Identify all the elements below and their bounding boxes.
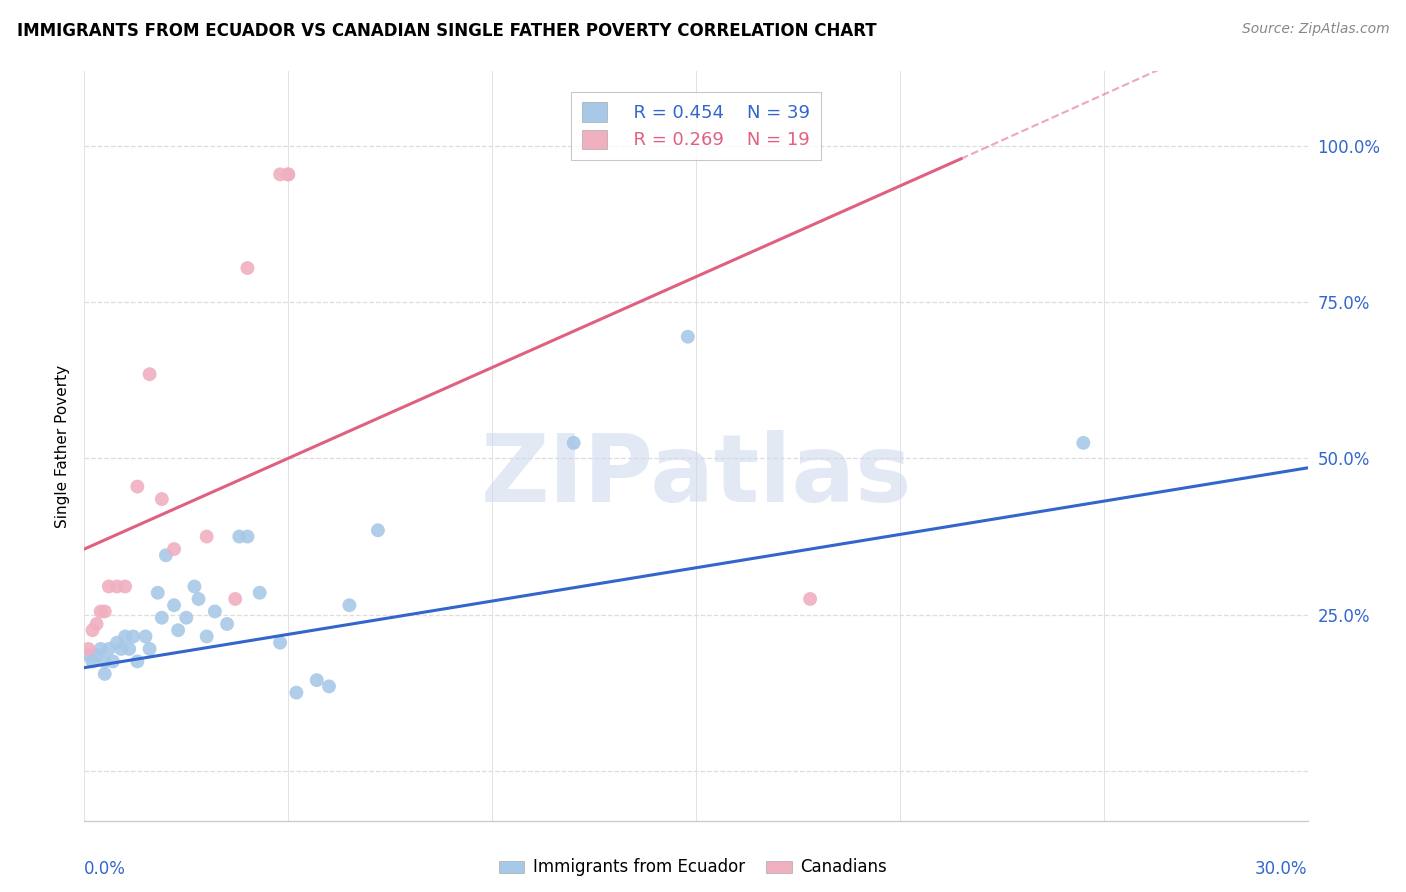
Point — [105, 635, 128, 649]
Text: Immigrants from Ecuador: Immigrants from Ecuador — [533, 858, 745, 876]
Point — [82, 655, 104, 669]
Point — [127, 480, 149, 494]
Point — [228, 530, 250, 544]
Point — [97, 642, 120, 657]
Point — [77, 642, 100, 657]
Point — [799, 592, 821, 607]
Point — [339, 599, 361, 613]
Point — [676, 330, 699, 344]
Point — [236, 261, 259, 276]
Point — [367, 523, 389, 537]
Point — [93, 655, 115, 669]
Point — [269, 635, 291, 649]
Point — [224, 592, 246, 607]
Point — [277, 168, 299, 182]
Point — [135, 630, 157, 644]
Point — [174, 611, 197, 625]
Point — [305, 673, 328, 688]
Point — [138, 368, 160, 382]
Text: Source: ZipAtlas.com: Source: ZipAtlas.com — [1241, 22, 1389, 37]
Point — [163, 599, 186, 613]
Point — [110, 642, 132, 657]
Point — [90, 605, 112, 619]
Point — [105, 580, 128, 594]
Point — [86, 617, 108, 632]
Point — [187, 592, 209, 607]
Text: IMMIGRANTS FROM ECUADOR VS CANADIAN SINGLE FATHER POVERTY CORRELATION CHART: IMMIGRANTS FROM ECUADOR VS CANADIAN SING… — [17, 22, 876, 40]
Point — [285, 686, 308, 700]
Point — [150, 492, 173, 507]
Point — [249, 586, 271, 600]
Text: ZIPatlas: ZIPatlas — [481, 430, 911, 522]
Point — [155, 548, 177, 563]
Point — [217, 617, 239, 632]
Point — [93, 605, 115, 619]
Point — [236, 530, 259, 544]
Point — [562, 436, 585, 450]
Point — [318, 680, 340, 694]
Point — [101, 655, 124, 669]
Point — [122, 630, 145, 644]
Point — [204, 605, 226, 619]
Point — [77, 648, 100, 662]
Point — [150, 611, 173, 625]
Point — [277, 168, 299, 182]
Point — [127, 655, 149, 669]
Point — [118, 642, 141, 657]
Point — [138, 642, 160, 657]
Text: 0.0%: 0.0% — [84, 860, 127, 878]
Point — [114, 630, 136, 644]
Point — [114, 580, 136, 594]
Point — [146, 586, 169, 600]
Point — [183, 580, 205, 594]
Point — [195, 530, 218, 544]
Text: 30.0%: 30.0% — [1256, 860, 1308, 878]
Y-axis label: Single Father Poverty: Single Father Poverty — [55, 365, 70, 527]
Point — [195, 630, 218, 644]
Point — [97, 580, 120, 594]
Point — [82, 623, 104, 637]
Point — [86, 648, 108, 662]
Point — [90, 642, 112, 657]
Point — [163, 542, 186, 557]
Point — [167, 623, 190, 637]
Point — [1073, 436, 1095, 450]
Text: Canadians: Canadians — [800, 858, 887, 876]
Legend:   R = 0.454    N = 39,   R = 0.269    N = 19: R = 0.454 N = 39, R = 0.269 N = 19 — [571, 92, 821, 161]
Point — [269, 168, 291, 182]
Point — [93, 667, 115, 681]
